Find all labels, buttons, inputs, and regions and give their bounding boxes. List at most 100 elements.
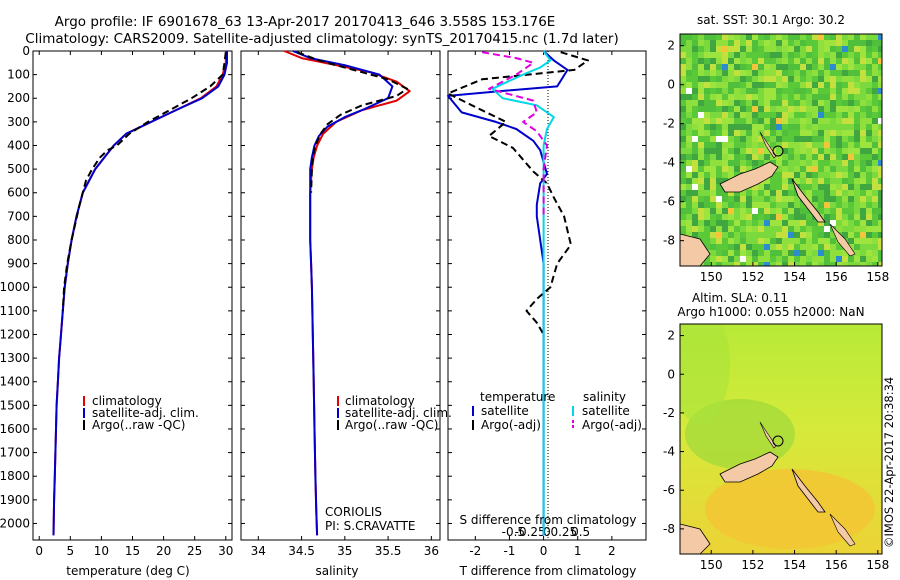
- sst-pixel: [836, 190, 842, 196]
- sla-map-canvas: [680, 324, 882, 554]
- sst-pixel: [734, 136, 740, 142]
- sst-pixel: [704, 70, 710, 76]
- sst-pixel: [836, 172, 842, 178]
- sst-pixel: [752, 118, 758, 124]
- sst-pixel: [830, 172, 836, 178]
- sst-pixel: [722, 166, 728, 172]
- sst-pixel: [776, 202, 782, 208]
- sst-pixel: [830, 238, 836, 244]
- sst-pixel: [740, 220, 746, 226]
- sst-pixel: [782, 244, 788, 250]
- sst-pixel: [854, 178, 860, 184]
- sst-pixel: [842, 136, 848, 142]
- sst-pixel: [860, 256, 866, 262]
- sst-pixel: [710, 124, 716, 130]
- sst-pixel: [680, 76, 686, 82]
- sst-pixel: [812, 52, 818, 58]
- sst-pixel: [746, 70, 752, 76]
- sla-high-region: [705, 469, 875, 549]
- sst-pixel: [686, 34, 692, 40]
- sst-pixel: [836, 178, 842, 184]
- sst-pixel: [746, 100, 752, 106]
- sst-pixel: [878, 76, 882, 82]
- sst-pixel: [806, 232, 812, 238]
- sst-pixel: [866, 262, 872, 266]
- temperature-xlabel: temperature (deg C): [66, 564, 189, 578]
- sst-pixel: [740, 88, 746, 94]
- sst-pixel: [794, 220, 800, 226]
- sst-pixel: [776, 160, 782, 166]
- sst-pixel: [836, 148, 842, 154]
- sst-pixel: [692, 136, 698, 142]
- map-x-tick-label: 156: [825, 270, 848, 284]
- sst-pixel: [794, 58, 800, 64]
- sst-pixel: [806, 34, 812, 40]
- sst-pixel: [686, 124, 692, 130]
- sst-pixel: [764, 232, 770, 238]
- sst-pixel: [752, 256, 758, 262]
- sst-pixel: [800, 70, 806, 76]
- sst-pixel: [872, 100, 878, 106]
- x-tick-label: 0: [540, 544, 548, 558]
- sst-pixel: [722, 238, 728, 244]
- sst-pixel: [680, 154, 686, 160]
- sst-pixel: [734, 220, 740, 226]
- sst-pixel: [782, 34, 788, 40]
- map-x-tick-label: 158: [866, 270, 889, 284]
- sst-pixel: [830, 52, 836, 58]
- sst-pixel: [872, 46, 878, 52]
- sst-pixel: [764, 136, 770, 142]
- x-tick-label: 30: [218, 544, 233, 558]
- sst-pixel: [854, 136, 860, 142]
- sst-pixel: [794, 124, 800, 130]
- sst-pixel: [842, 214, 848, 220]
- sst-pixel: [734, 214, 740, 220]
- sst-pixel: [710, 220, 716, 226]
- sst-pixel: [692, 196, 698, 202]
- sst-pixel: [872, 244, 878, 250]
- sst-pixel: [830, 220, 836, 226]
- sst-pixel: [788, 70, 794, 76]
- sst-pixel: [800, 226, 806, 232]
- sst-pixel: [782, 256, 788, 262]
- sst-pixel: [878, 112, 882, 118]
- sst-pixel: [854, 88, 860, 94]
- sst-pixel: [710, 238, 716, 244]
- sst-pixel: [680, 106, 686, 112]
- x-tick-label: 2: [608, 544, 616, 558]
- sst-pixel: [728, 124, 734, 130]
- sst-pixel: [806, 160, 812, 166]
- sst-pixel: [848, 148, 854, 154]
- sst-pixel: [710, 88, 716, 94]
- sst-pixel: [734, 82, 740, 88]
- sst-pixel: [830, 178, 836, 184]
- sst-pixel: [752, 214, 758, 220]
- sst-pixel: [818, 160, 824, 166]
- x-tick-label: 35.5: [375, 544, 402, 558]
- sst-pixel: [854, 106, 860, 112]
- sst-pixel: [698, 232, 704, 238]
- sst-pixel: [770, 238, 776, 244]
- sst-pixel: [860, 58, 866, 64]
- sst-pixel: [722, 226, 728, 232]
- sst-pixel: [776, 238, 782, 244]
- sst-pixel: [698, 208, 704, 214]
- sst-pixel: [824, 76, 830, 82]
- sst-pixel: [824, 52, 830, 58]
- sst-pixel: [704, 94, 710, 100]
- sst-pixel: [806, 112, 812, 118]
- sst-pixel: [740, 46, 746, 52]
- sst-pixel: [740, 250, 746, 256]
- sst-pixel: [746, 262, 752, 266]
- sst-pixel: [866, 178, 872, 184]
- sst-pixel: [824, 142, 830, 148]
- argo-location-marker: [772, 435, 784, 447]
- sst-pixel: [842, 118, 848, 124]
- sst-pixel: [788, 160, 794, 166]
- sst-pixel: [680, 118, 686, 124]
- sst-pixel: [824, 166, 830, 172]
- sst-pixel: [866, 202, 872, 208]
- sst-pixel: [800, 154, 806, 160]
- sst-pixel: [686, 220, 692, 226]
- sst-pixel: [812, 94, 818, 100]
